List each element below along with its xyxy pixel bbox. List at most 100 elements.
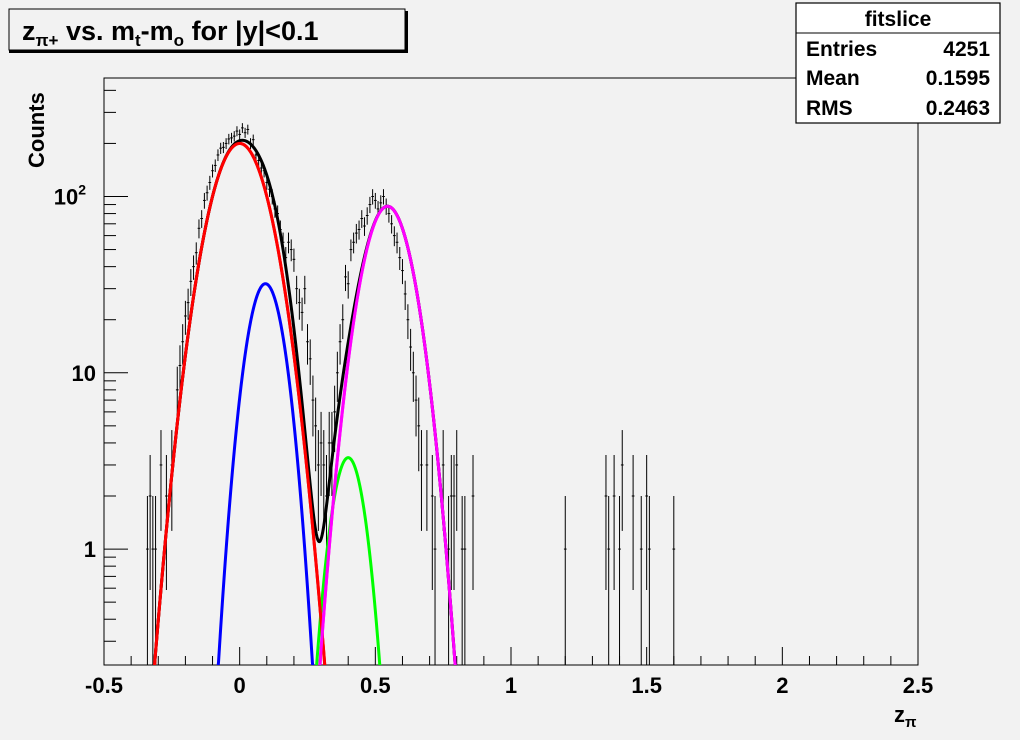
data-point: [232, 131, 236, 142]
data-point: [303, 275, 307, 305]
data-point: [360, 210, 364, 228]
data-point: [246, 124, 250, 135]
y-tick-label: 102: [54, 181, 86, 209]
stats-rms-label: RMS: [806, 97, 853, 120]
data-point: [335, 351, 339, 402]
fit-curve-magenta: [318, 204, 457, 665]
data-point: [186, 288, 190, 320]
data-point: [224, 138, 228, 150]
data-point: [238, 129, 242, 140]
data-point: [189, 269, 193, 297]
x-tick-label: 2: [776, 673, 788, 698]
data-point: [612, 455, 616, 591]
data-point: [211, 164, 214, 178]
data-point: [607, 496, 611, 665]
plot-frame: [103, 77, 919, 666]
data-point: [338, 324, 342, 365]
x-tick-label: 1.5: [631, 673, 662, 698]
data-point: [639, 496, 643, 665]
x-axis-ticks: -0.5 0 0.5 1 1.5 2 2.5: [85, 647, 933, 698]
data-point: [618, 496, 621, 665]
data-point: [292, 248, 296, 272]
data-point: [648, 496, 651, 665]
y-axis-title: Counts: [24, 92, 49, 168]
y-tick-label: 1: [84, 537, 96, 562]
stats-mean-label: Mean: [806, 67, 860, 90]
data-point: [455, 430, 459, 531]
data-point: [563, 496, 567, 665]
data-point: [371, 189, 374, 205]
data-point: [420, 430, 423, 531]
stats-box: fitslice Entries 4251 Mean 0.1595 RMS 0.…: [795, 2, 1001, 124]
data-point: [368, 196, 372, 214]
data-point: [430, 455, 434, 591]
data-point: [311, 375, 315, 437]
data-point: [645, 455, 649, 591]
fit-curve-magenta-overlay: [318, 204, 457, 665]
data-point: [243, 127, 247, 138]
data-point: [403, 280, 407, 310]
data-point: [365, 207, 369, 225]
data-point: [354, 223, 358, 244]
data-point: [316, 430, 320, 531]
data-point: [289, 239, 293, 262]
fit-curve-blue: [216, 282, 315, 665]
data-point: [414, 375, 418, 437]
data-point: [222, 141, 225, 154]
x-axis-title: zπ: [894, 702, 917, 731]
stats-mean-value: 0.1595: [926, 67, 991, 90]
data-point: [319, 411, 323, 497]
y-axis-ticks: 1 10 102: [54, 181, 128, 562]
data-point: [241, 123, 244, 133]
data-point: [306, 324, 309, 365]
data-point: [373, 192, 377, 209]
data-point: [620, 430, 624, 531]
data-point: [357, 220, 361, 240]
fit-curves: [153, 138, 457, 665]
y-tick-label: 10: [72, 361, 96, 386]
stats-entries-value: 4251: [943, 38, 990, 61]
data-point: [148, 455, 152, 591]
chart-title: zπ+ vs. mt-mo for |y|<0.1: [22, 16, 318, 50]
data-point: [398, 246, 402, 270]
data-point: [216, 149, 220, 162]
y-minor-ticks: [104, 89, 116, 642]
data-point: [401, 259, 404, 285]
data-point: [449, 455, 453, 591]
data-point: [308, 339, 312, 385]
x-tick-label: 1: [505, 673, 517, 698]
title-box-shadow-right: [405, 11, 408, 53]
data-point: [395, 232, 399, 254]
fit-curve-red-overlay: [153, 141, 327, 665]
plot-area: [146, 123, 676, 665]
data-point: [363, 217, 366, 236]
data-point: [672, 496, 676, 665]
data-point: [631, 455, 635, 591]
x-tick-label: 0.5: [360, 673, 391, 698]
data-point: [181, 324, 185, 365]
data-point: [471, 455, 475, 591]
data-point: [151, 496, 155, 665]
data-point: [208, 175, 212, 190]
data-point: [227, 133, 231, 145]
data-point: [205, 185, 209, 201]
data-point: [346, 271, 350, 299]
data-point: [314, 397, 317, 472]
data-point: [433, 496, 437, 665]
data-point: [192, 255, 195, 280]
data-point: [349, 239, 353, 262]
data-point: [184, 300, 187, 335]
data-point: [287, 232, 290, 254]
data-point: [300, 297, 304, 331]
data-point: [230, 132, 233, 144]
data-point: [178, 345, 182, 393]
x-tick-label: -0.5: [85, 673, 123, 698]
fit-curve-red: [153, 141, 327, 665]
data-point: [203, 192, 206, 209]
stats-box-frame: [795, 2, 1001, 124]
data-point: [409, 328, 412, 371]
data-point: [213, 159, 217, 172]
data-point: [382, 189, 385, 205]
